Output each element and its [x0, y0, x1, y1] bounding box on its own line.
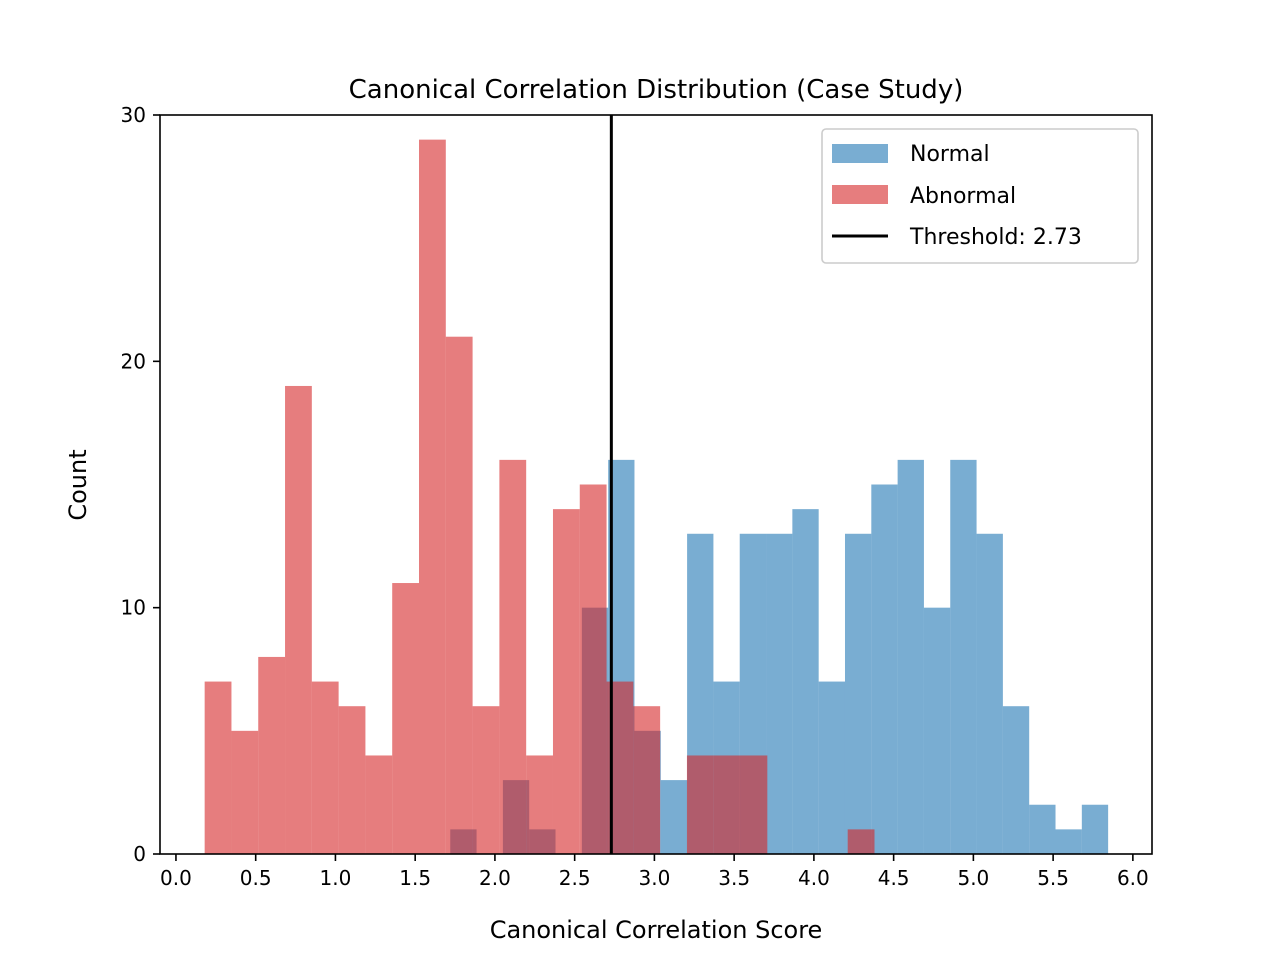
abnormal-bar [311, 681, 339, 854]
abnormal-bar [633, 706, 661, 854]
x-tick-label: 5.5 [1037, 866, 1069, 890]
x-tick-label: 4.0 [798, 866, 830, 890]
abnormal-bar [392, 583, 420, 854]
normal-bar [1029, 804, 1056, 854]
abnormal-bar [847, 829, 875, 854]
abnormal-bar [579, 484, 607, 854]
x-tick-label: 0.0 [160, 866, 192, 890]
legend-label-normal: Normal [910, 142, 990, 167]
legend-label-abnormal: Abnormal [910, 184, 1016, 209]
abnormal-bar [338, 706, 366, 854]
abnormal-bar [526, 755, 553, 854]
normal-bar [818, 681, 845, 854]
normal-bar [766, 533, 793, 854]
normal-bar [1002, 706, 1030, 854]
abnormal-bar [713, 755, 741, 854]
abnormal-bar [231, 730, 259, 854]
y-tick-label: 20 [121, 349, 146, 373]
y-tick-label: 10 [121, 596, 146, 620]
abnormal-bar [472, 706, 500, 854]
abnormal-bar [499, 459, 527, 854]
normal-bar [871, 484, 898, 854]
x-tick-label: 4.5 [878, 866, 910, 890]
abnormal-bar [204, 681, 232, 854]
normal-bar [1055, 829, 1082, 854]
abnormal-bar [258, 656, 286, 854]
legend-frame [821, 128, 1139, 264]
normal-bar [1081, 804, 1109, 854]
y-tick-label: 0 [133, 842, 146, 866]
x-axis-ticks: 0.0 0.5 1.0 1.5 2.0 2.5 3.0 3.5 4.0 4.5 5.0 5.5 6.0 [160, 854, 1149, 890]
abnormal-bar [552, 509, 580, 854]
plot-area-frame [159, 114, 1153, 855]
y-axis-ticks: 0 10 20 30 [121, 103, 160, 866]
x-tick-label: 1.0 [320, 866, 352, 890]
x-tick-label: 0.5 [240, 866, 272, 890]
chart-title: Canonical Correlation Distribution (Case… [349, 75, 964, 105]
x-axis-label: Canonical Correlation Score [490, 916, 823, 944]
abnormal-bar [445, 336, 473, 854]
x-tick-label: 2.0 [479, 866, 511, 890]
legend: Normal Abnormal Threshold: 2.73 [821, 128, 1139, 264]
normal-bar [923, 607, 951, 854]
x-tick-label: 3.0 [638, 866, 670, 890]
x-tick-label: 3.5 [718, 866, 750, 890]
x-tick-label: 5.0 [957, 866, 989, 890]
normal-bar [844, 533, 872, 854]
legend-label-threshold: Threshold: 2.73 [909, 225, 1082, 250]
normal-bar [792, 509, 819, 854]
x-tick-label: 1.5 [399, 866, 431, 890]
normal-bar [897, 459, 924, 854]
abnormal-bar [419, 139, 446, 855]
abnormal-bar [686, 755, 714, 854]
normal-bar [976, 533, 1003, 854]
y-axis-label: Count [64, 449, 92, 520]
abnormal-series-bars [204, 139, 875, 855]
y-tick-label: 30 [121, 103, 146, 127]
abnormal-bar [365, 755, 393, 854]
legend-swatch-normal [832, 144, 888, 163]
abnormal-bar [285, 385, 312, 854]
abnormal-bar [740, 755, 768, 854]
normal-bar [660, 780, 688, 854]
normal-bar [950, 459, 977, 854]
legend-swatch-abnormal [832, 185, 888, 204]
x-tick-label: 6.0 [1117, 866, 1149, 890]
x-tick-label: 2.5 [559, 866, 591, 890]
